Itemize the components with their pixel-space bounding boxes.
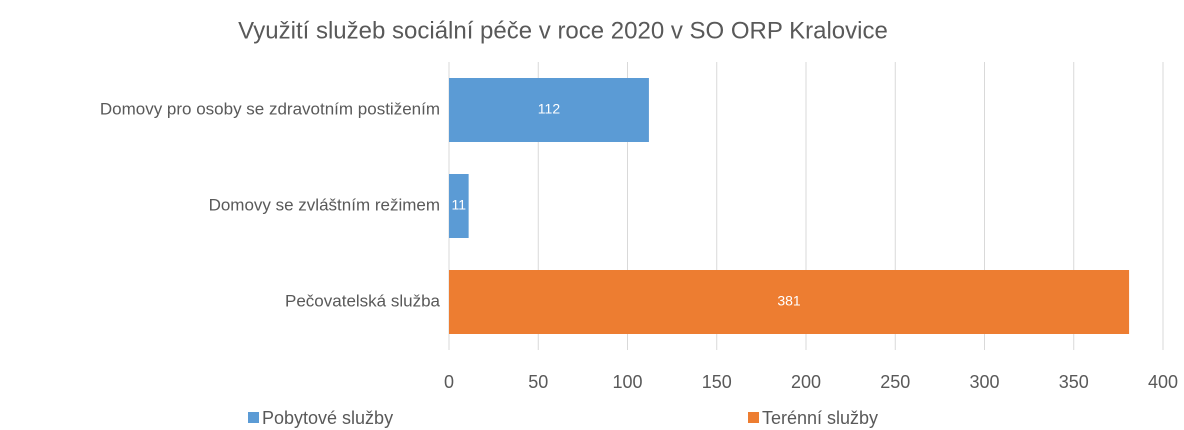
y-tick-label: Domovy pro osoby se zdravotním postižení… <box>100 99 440 118</box>
chart-title: Využití služeb sociální péče v roce 2020… <box>238 17 888 44</box>
y-tick-label: Pečovatelská služba <box>285 291 441 310</box>
legend-swatch <box>248 412 259 423</box>
x-tick-label: 300 <box>969 372 999 392</box>
x-tick-label: 250 <box>880 372 910 392</box>
x-tick-label: 350 <box>1059 372 1089 392</box>
legend-label: Terénní služby <box>762 408 878 428</box>
y-tick-label: Domovy se zvláštním režimem <box>209 195 440 214</box>
x-tick-label: 200 <box>791 372 821 392</box>
legend-label: Pobytové služby <box>262 408 393 428</box>
x-tick-label: 50 <box>528 372 548 392</box>
data-label: 112 <box>538 101 561 117</box>
data-label: 381 <box>777 293 801 309</box>
legend-swatch <box>748 412 759 423</box>
bar <box>449 78 649 142</box>
bar <box>449 174 469 238</box>
x-tick-label: 400 <box>1148 372 1178 392</box>
x-tick-label: 0 <box>444 372 454 392</box>
x-tick-label: 100 <box>612 372 642 392</box>
data-label: 11 <box>452 197 467 213</box>
bar <box>449 270 1130 334</box>
x-tick-label: 150 <box>702 372 732 392</box>
